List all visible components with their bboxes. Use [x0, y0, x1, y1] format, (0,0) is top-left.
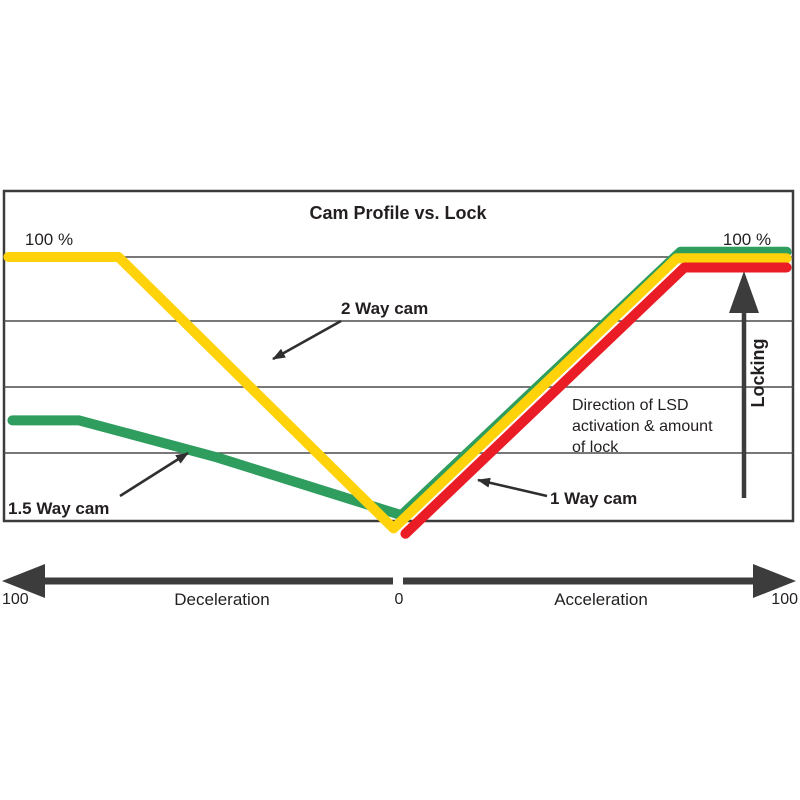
- axis-left-arrowhead-icon: [2, 564, 45, 598]
- two-way-cam-label: 2 Way cam: [341, 299, 428, 318]
- series-line-2-way-cam: [3, 252, 792, 534]
- series-lines: [3, 246, 792, 539]
- plot-frame-and-grid: [2, 189, 795, 523]
- series-line-1-5-way-cam: [7, 246, 792, 521]
- axis-left-value: 100: [2, 591, 29, 608]
- one-five-way-pointer-arrow-icon: [119, 451, 189, 498]
- direction-note-line1: Direction of LSD: [572, 397, 689, 414]
- one-five-way-cam-label: 1.5 Way cam: [8, 499, 109, 518]
- one-way-cam-label: 1 Way cam: [550, 489, 637, 508]
- direction-note-line3: of lock: [572, 439, 619, 456]
- two-way-pointer-arrow-icon: [272, 319, 342, 361]
- torque-axis: [2, 564, 796, 598]
- one-way-pointer-arrow-icon: [477, 477, 548, 498]
- series-line-1-way-cam: [400, 262, 792, 539]
- locking-label: Locking: [748, 338, 768, 407]
- plot-border: [2, 189, 795, 523]
- top-right-100pct-label: 100 %: [723, 230, 771, 249]
- chart-title: Cam Profile vs. Lock: [309, 203, 487, 223]
- axis-right-value: 100: [771, 591, 798, 608]
- locking-arrowhead-icon: [729, 271, 759, 313]
- locking-arrow: [729, 271, 759, 498]
- direction-note-line2: activation & amount: [572, 418, 713, 435]
- axis-acceleration-label: Acceleration: [554, 590, 648, 609]
- axis-right-arrowhead-icon: [753, 564, 796, 598]
- axis-zero-value: 0: [395, 591, 404, 608]
- axis-deceleration-label: Deceleration: [174, 590, 269, 609]
- annotation-arrows: [119, 319, 548, 498]
- top-left-100pct-label: 100 %: [25, 230, 73, 249]
